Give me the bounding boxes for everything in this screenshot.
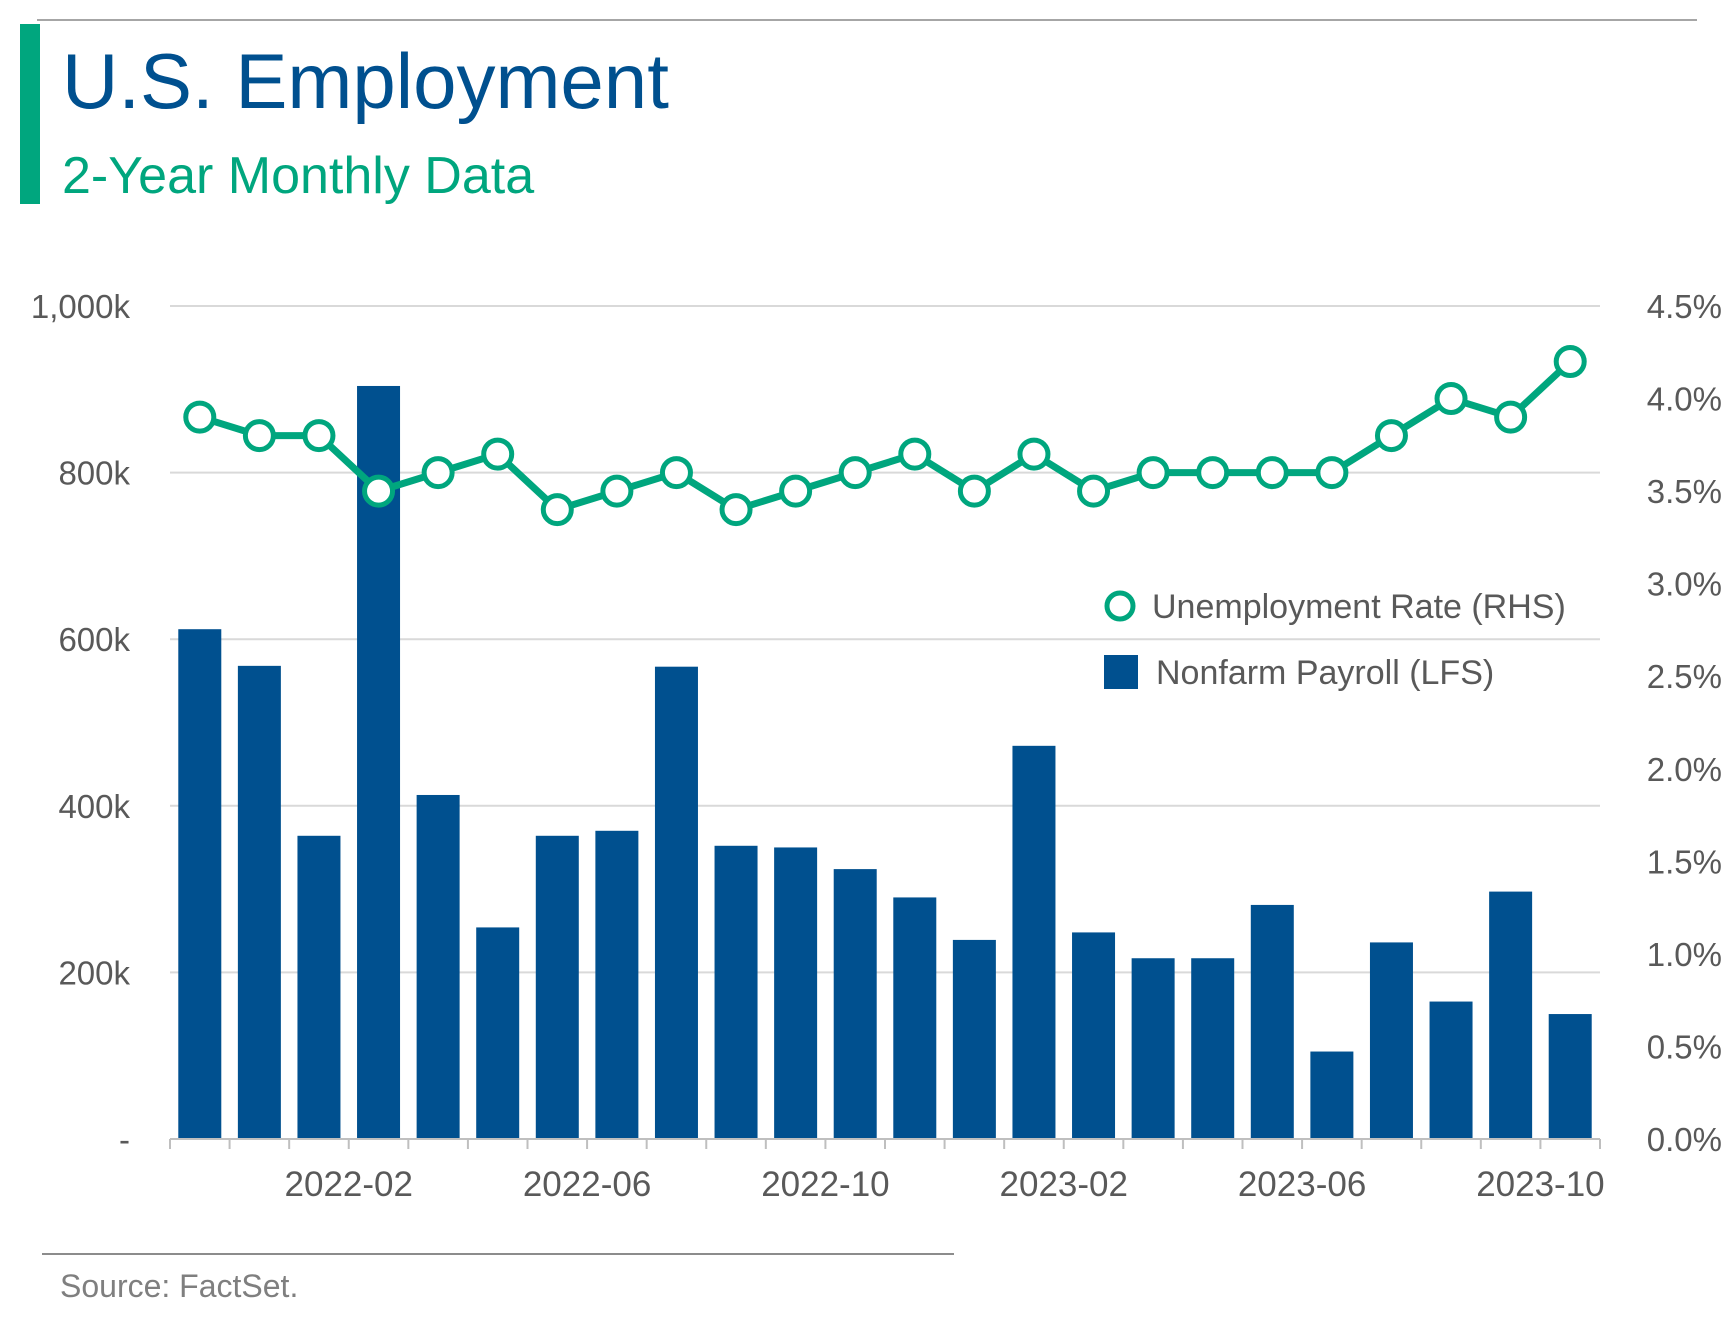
unemployment-point bbox=[1553, 345, 1587, 379]
left-axis-tick-label: 200k bbox=[58, 954, 130, 991]
payroll-bar bbox=[714, 845, 758, 1139]
payroll-bar bbox=[893, 897, 937, 1139]
unemployment-point bbox=[838, 456, 872, 490]
left-axis-tick-label: 800k bbox=[58, 455, 130, 492]
payroll-bar bbox=[595, 830, 639, 1139]
unemployment-point bbox=[1315, 456, 1349, 490]
x-axis-tick-label: 2022-02 bbox=[285, 1165, 413, 1204]
payroll-bar bbox=[1489, 891, 1533, 1139]
unemployment-point bbox=[1077, 474, 1111, 508]
chart-title: U.S. Employment bbox=[62, 37, 669, 125]
source-note: Source: FactSet. bbox=[60, 1268, 299, 1304]
top-divider bbox=[37, 19, 1697, 21]
legend-line-label: Unemployment Rate (RHS) bbox=[1152, 588, 1566, 626]
right-axis-tick-label: 2.0% bbox=[1647, 751, 1722, 788]
unemployment-point bbox=[898, 437, 932, 471]
payroll-bar bbox=[1250, 904, 1294, 1139]
left-axis-tick-label: 600k bbox=[58, 621, 130, 658]
payroll-bar bbox=[1131, 958, 1175, 1139]
right-axis-tick-label: 4.0% bbox=[1647, 381, 1722, 418]
payroll-bar bbox=[476, 927, 520, 1139]
right-axis-tick-label: 3.0% bbox=[1647, 566, 1722, 603]
payroll-bar bbox=[297, 835, 341, 1139]
payroll-bar bbox=[952, 939, 996, 1139]
right-axis-tick-label: 0.0% bbox=[1647, 1121, 1722, 1158]
payroll-bar bbox=[1012, 745, 1056, 1139]
legend-line-marker bbox=[1104, 590, 1136, 622]
unemployment-point bbox=[1017, 437, 1051, 471]
unemployment-point bbox=[1136, 456, 1170, 490]
right-axis-tick-label: 1.5% bbox=[1647, 843, 1722, 880]
unemployment-point bbox=[421, 456, 455, 490]
unemployment-point bbox=[1494, 400, 1528, 434]
payroll-bar bbox=[774, 847, 818, 1139]
legend-bar-marker bbox=[1104, 655, 1138, 689]
footer-divider bbox=[42, 1253, 954, 1255]
left-axis-tick-label: 1,000k bbox=[31, 288, 131, 325]
x-axis-tick-label: 2023-10 bbox=[1476, 1165, 1604, 1204]
payroll-bar bbox=[237, 665, 281, 1139]
left-axis-tick-label: - bbox=[119, 1121, 130, 1158]
payroll-bar bbox=[1191, 958, 1235, 1139]
unemployment-point bbox=[779, 474, 813, 508]
unemployment-line bbox=[198, 358, 1573, 514]
payroll-bar bbox=[416, 794, 460, 1139]
unemployment-point bbox=[242, 419, 276, 453]
chart-subtitle: 2-Year Monthly Data bbox=[62, 147, 535, 205]
unemployment-point bbox=[183, 400, 217, 434]
unemployment-point bbox=[1255, 456, 1289, 490]
unemployment-point bbox=[1434, 382, 1468, 416]
left-axis-tick-label: 400k bbox=[58, 788, 130, 825]
right-axis-tick-label: 0.5% bbox=[1647, 1028, 1722, 1065]
title-accent-bar bbox=[20, 24, 40, 204]
payroll-bar bbox=[654, 666, 698, 1139]
right-axis-tick-label: 3.5% bbox=[1647, 473, 1722, 510]
unemployment-point bbox=[719, 493, 753, 527]
payroll-bar bbox=[1548, 1014, 1592, 1139]
unemployment-point bbox=[1374, 419, 1408, 453]
right-axis-tick-label: 2.5% bbox=[1647, 658, 1722, 695]
unemployment-point bbox=[659, 456, 693, 490]
unemployment-point bbox=[957, 474, 991, 508]
payroll-bar bbox=[833, 869, 877, 1139]
unemployment-point bbox=[1196, 456, 1230, 490]
payroll-bar bbox=[1429, 1001, 1473, 1139]
unemployment-point bbox=[600, 474, 634, 508]
payroll-bar bbox=[535, 835, 579, 1139]
x-axis-tick-label: 2022-10 bbox=[761, 1165, 889, 1204]
payroll-bar bbox=[178, 629, 222, 1139]
right-axis-tick-label: 4.5% bbox=[1647, 288, 1722, 325]
unemployment-point bbox=[481, 437, 515, 471]
legend-bar-label: Nonfarm Payroll (LFS) bbox=[1156, 654, 1494, 692]
x-axis-tick-label: 2022-06 bbox=[523, 1165, 651, 1204]
payroll-bar bbox=[1369, 942, 1413, 1139]
unemployment-point bbox=[302, 419, 336, 453]
unemployment-point bbox=[362, 474, 396, 508]
right-axis-tick-label: 1.0% bbox=[1647, 936, 1722, 973]
payroll-bar bbox=[1072, 932, 1116, 1139]
x-axis-tick-label: 2023-02 bbox=[1000, 1165, 1128, 1204]
unemployment-point bbox=[540, 493, 574, 527]
payroll-bar bbox=[357, 385, 401, 1139]
payroll-bar bbox=[1310, 1051, 1354, 1139]
x-axis-tick-label: 2023-06 bbox=[1238, 1165, 1366, 1204]
